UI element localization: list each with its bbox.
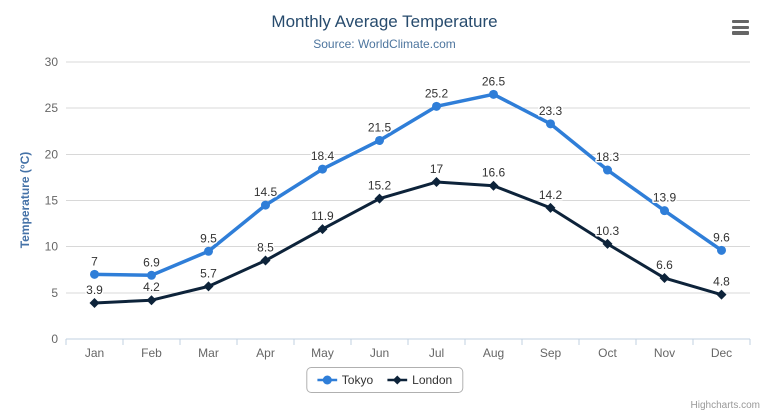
data-label-london-aug: 16.6: [482, 166, 506, 180]
legend-label-london: London: [412, 373, 453, 387]
data-label-london-may: 11.9: [311, 209, 334, 223]
tokyo-point-apr[interactable]: [261, 200, 270, 210]
data-label-tokyo-mar: 9.5: [200, 231, 217, 245]
tokyo-point-oct[interactable]: [603, 165, 612, 175]
london-point-sep[interactable]: [545, 202, 556, 213]
y-axis-label: 5: [51, 286, 58, 300]
data-label-london-oct: 10.3: [596, 224, 620, 238]
tokyo-point-nov[interactable]: [660, 206, 669, 216]
y-axis-label: 30: [45, 55, 59, 69]
data-label-london-feb: 4.2: [143, 280, 160, 294]
x-axis-label-dec: Dec: [711, 346, 732, 360]
x-axis-label-jul: Jul: [429, 346, 444, 360]
chart-subtitle: Source: WorldClimate.com: [313, 37, 456, 51]
x-axis-label-aug: Aug: [483, 346, 504, 360]
tokyo-point-sep[interactable]: [546, 119, 555, 129]
london-point-apr[interactable]: [260, 255, 271, 266]
tokyo-point-may[interactable]: [318, 164, 327, 174]
data-label-tokyo-jan: 7: [91, 254, 98, 268]
chart-title: Monthly Average Temperature: [271, 12, 498, 31]
x-axis-label-feb: Feb: [141, 346, 162, 360]
x-axis-label-oct: Oct: [598, 346, 617, 360]
london-point-may[interactable]: [317, 224, 328, 235]
hamburger-menu-icon: [732, 20, 749, 35]
london-point-jul[interactable]: [431, 177, 442, 188]
data-label-tokyo-sep: 23.3: [539, 104, 563, 118]
x-axis-label-apr: Apr: [256, 346, 275, 360]
credits-link[interactable]: Highcharts.com: [690, 400, 760, 411]
tokyo-point-feb[interactable]: [147, 270, 156, 280]
tokyo-legend-marker: [316, 375, 337, 385]
x-axis-label-nov: Nov: [654, 346, 675, 360]
data-label-tokyo-oct: 18.3: [596, 150, 620, 164]
tokyo-point-dec[interactable]: [717, 245, 726, 255]
x-axis-label-mar: Mar: [198, 346, 219, 360]
y-axis-label: 15: [45, 194, 59, 208]
data-label-london-jun: 15.2: [368, 179, 392, 193]
x-axis-label-jan: Jan: [85, 346, 104, 360]
data-label-tokyo-jun: 21.5: [368, 120, 392, 134]
london-point-oct[interactable]: [602, 238, 613, 249]
data-label-tokyo-nov: 13.9: [653, 191, 677, 205]
data-label-tokyo-dec: 9.6: [713, 230, 730, 244]
london-point-nov[interactable]: [659, 273, 670, 284]
legend-item-tokyo[interactable]: Tokyo: [316, 373, 374, 387]
tokyo-point-jun[interactable]: [375, 135, 384, 145]
data-label-london-jan: 3.9: [86, 283, 103, 297]
legend: Tokyo London: [305, 367, 464, 393]
london-point-jun[interactable]: [374, 193, 385, 204]
y-axis-label: 10: [45, 240, 59, 254]
data-label-tokyo-may: 18.4: [311, 149, 335, 163]
x-axis-label-may: May: [311, 346, 334, 360]
london-point-mar[interactable]: [203, 281, 214, 292]
legend-label-tokyo: Tokyo: [341, 373, 374, 387]
legend-item-london[interactable]: London: [387, 373, 452, 387]
data-label-london-apr: 8.5: [257, 241, 274, 255]
london-legend-marker: [387, 375, 408, 385]
series-line-london: [93, 180, 723, 305]
tokyo-point-mar[interactable]: [204, 246, 213, 256]
y-axis-label: 0: [51, 332, 58, 346]
data-label-tokyo-jul: 25.2: [425, 86, 449, 100]
tokyo-point-jan[interactable]: [90, 269, 99, 279]
london-point-dec[interactable]: [716, 289, 727, 300]
london-point-aug[interactable]: [488, 180, 499, 191]
data-label-london-sep: 14.2: [539, 188, 563, 202]
series-line-tokyo: [92, 92, 724, 278]
y-axis-label: 25: [45, 101, 59, 115]
data-label-london-jul: 17: [430, 162, 444, 176]
london-point-feb[interactable]: [146, 295, 157, 306]
london-point-jan[interactable]: [89, 297, 100, 308]
tokyo-point-jul[interactable]: [432, 101, 441, 111]
context-menu-button[interactable]: [732, 20, 749, 35]
x-axis-label-jun: Jun: [370, 346, 389, 360]
data-label-tokyo-feb: 6.9: [143, 255, 160, 269]
x-axis-label-sep: Sep: [540, 346, 562, 360]
y-axis-label: 20: [45, 147, 59, 161]
data-label-tokyo-apr: 14.5: [254, 185, 278, 199]
data-label-london-mar: 5.7: [200, 266, 217, 280]
data-label-london-dec: 4.8: [713, 275, 730, 289]
data-label-london-nov: 6.6: [656, 258, 673, 272]
data-label-tokyo-aug: 26.5: [482, 74, 506, 88]
tokyo-point-aug[interactable]: [489, 89, 498, 99]
